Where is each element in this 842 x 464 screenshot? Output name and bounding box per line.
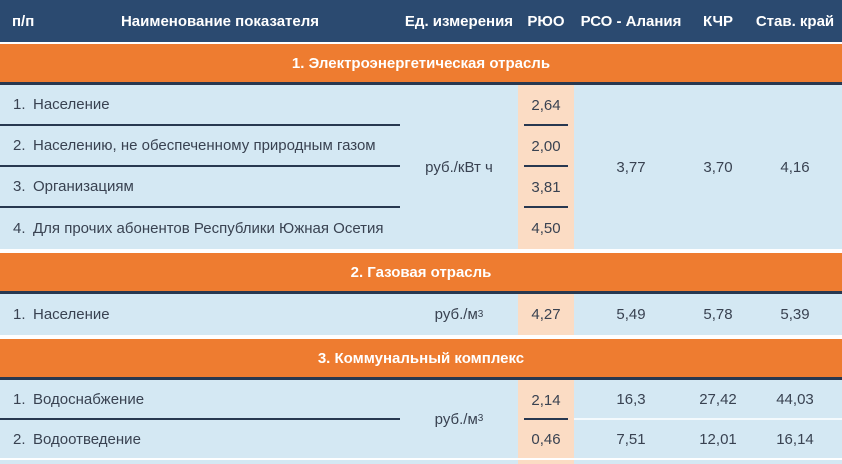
table-row: 2. Водоотведение <box>0 420 400 458</box>
value-cell-rso: 16,3 <box>574 380 688 420</box>
value-cell-rso-merged: 3,77 <box>616 158 646 176</box>
value-cell-ryuo: 2,00 <box>518 126 574 167</box>
row-number: 3. <box>13 178 26 195</box>
value-cell-stav: 5,39 <box>780 306 810 323</box>
truncated-row-highlight <box>518 460 574 464</box>
section-utilities-rows: 1. Водоснабжение 2,14 16,3 27,42 44,03 2… <box>0 380 842 458</box>
table-row: 1. Население <box>0 85 400 126</box>
value-cell-rso: 7,51 <box>616 430 646 448</box>
value-cell-ryuo: 4,50 <box>518 208 574 249</box>
value-cell-stav: 16,14 <box>776 430 814 448</box>
row-name: Водоотведение <box>33 430 141 448</box>
table-row: 1. Население <box>0 294 400 335</box>
unit-text: руб./м <box>434 306 478 323</box>
row-name: Для прочих абонентов Республики Южная Ос… <box>33 220 384 237</box>
header-cell-indicator-name: Наименование показателя <box>120 12 320 30</box>
row-name: Население <box>33 306 110 323</box>
row-number: 2. <box>13 430 26 448</box>
row-name: Водоснабжение <box>33 390 145 408</box>
value-cell-rso: 5,49 <box>616 306 646 323</box>
row-number: 1. <box>13 306 26 323</box>
value-cell-ryuo: 4,27 <box>518 294 574 335</box>
truncated-row-right <box>574 460 842 464</box>
row-name: Население <box>33 96 110 113</box>
header-cell-kchr: КЧР <box>702 12 734 30</box>
unit-cell-merged: руб./м 3 <box>434 410 484 428</box>
section-banner-electricity: 1. Электроэнергетическая отрасль <box>0 44 842 85</box>
section-banner-gas: 2. Газовая отрасль <box>0 253 842 294</box>
header-cell-ryuo: РЮО <box>527 12 565 30</box>
truncated-next-row <box>0 460 842 464</box>
row-number: 1. <box>13 96 26 113</box>
row-name: Организациям <box>33 178 134 195</box>
unit-cell-merged: руб./кВт ч <box>425 158 493 176</box>
value-cell-stav: 44,03 <box>748 380 842 420</box>
unit-text: руб./м <box>434 410 478 428</box>
section-banner-utilities: 3. Коммунальный комплекс <box>0 339 842 380</box>
table-row: 4. Для прочих абонентов Республики Южная… <box>0 208 400 249</box>
value-cell-ryuo: 2,64 <box>518 85 574 126</box>
table-header-row: п/п Наименование показателя Ед. измерени… <box>0 0 842 42</box>
table-row: 1. Водоснабжение <box>0 380 400 420</box>
value-cell-kchr: 5,78 <box>703 306 733 323</box>
value-cell-kchr-merged: 3,70 <box>703 158 733 176</box>
value-cell-ryuo: 2,14 <box>518 380 574 420</box>
section-gas-rows: 1. Население руб./м 3 4,27 5,49 5,78 5,39 <box>0 294 842 335</box>
table-row: 2. Населению, не обеспеченному природным… <box>0 126 400 167</box>
row-number: 4. <box>13 220 26 237</box>
row-number: 1. <box>13 390 26 408</box>
section-electricity-rows: 1. Население 2,64 2. Населению, не обесп… <box>0 85 842 249</box>
value-cell-stav-merged: 4,16 <box>780 158 810 176</box>
row-number: 2. <box>13 137 26 154</box>
header-cell-stav-krai: Став. край <box>755 12 835 30</box>
value-cell-ryuo: 0,46 <box>518 420 574 458</box>
header-cell-unit: Ед. измерения <box>404 12 514 30</box>
header-cell-npp: п/п <box>12 12 35 30</box>
row-name: Населению, не обеспеченному природным га… <box>33 137 376 154</box>
unit-cell: руб./м 3 <box>434 306 484 323</box>
truncated-row-left <box>0 460 518 464</box>
value-cell-kchr: 12,01 <box>699 430 737 448</box>
header-cell-rso-alania: РСО - Алания <box>580 12 682 30</box>
table-row: 3. Организациям <box>0 167 400 208</box>
value-cell-ryuo: 3,81 <box>518 167 574 208</box>
value-cell-kchr: 27,42 <box>688 380 748 420</box>
